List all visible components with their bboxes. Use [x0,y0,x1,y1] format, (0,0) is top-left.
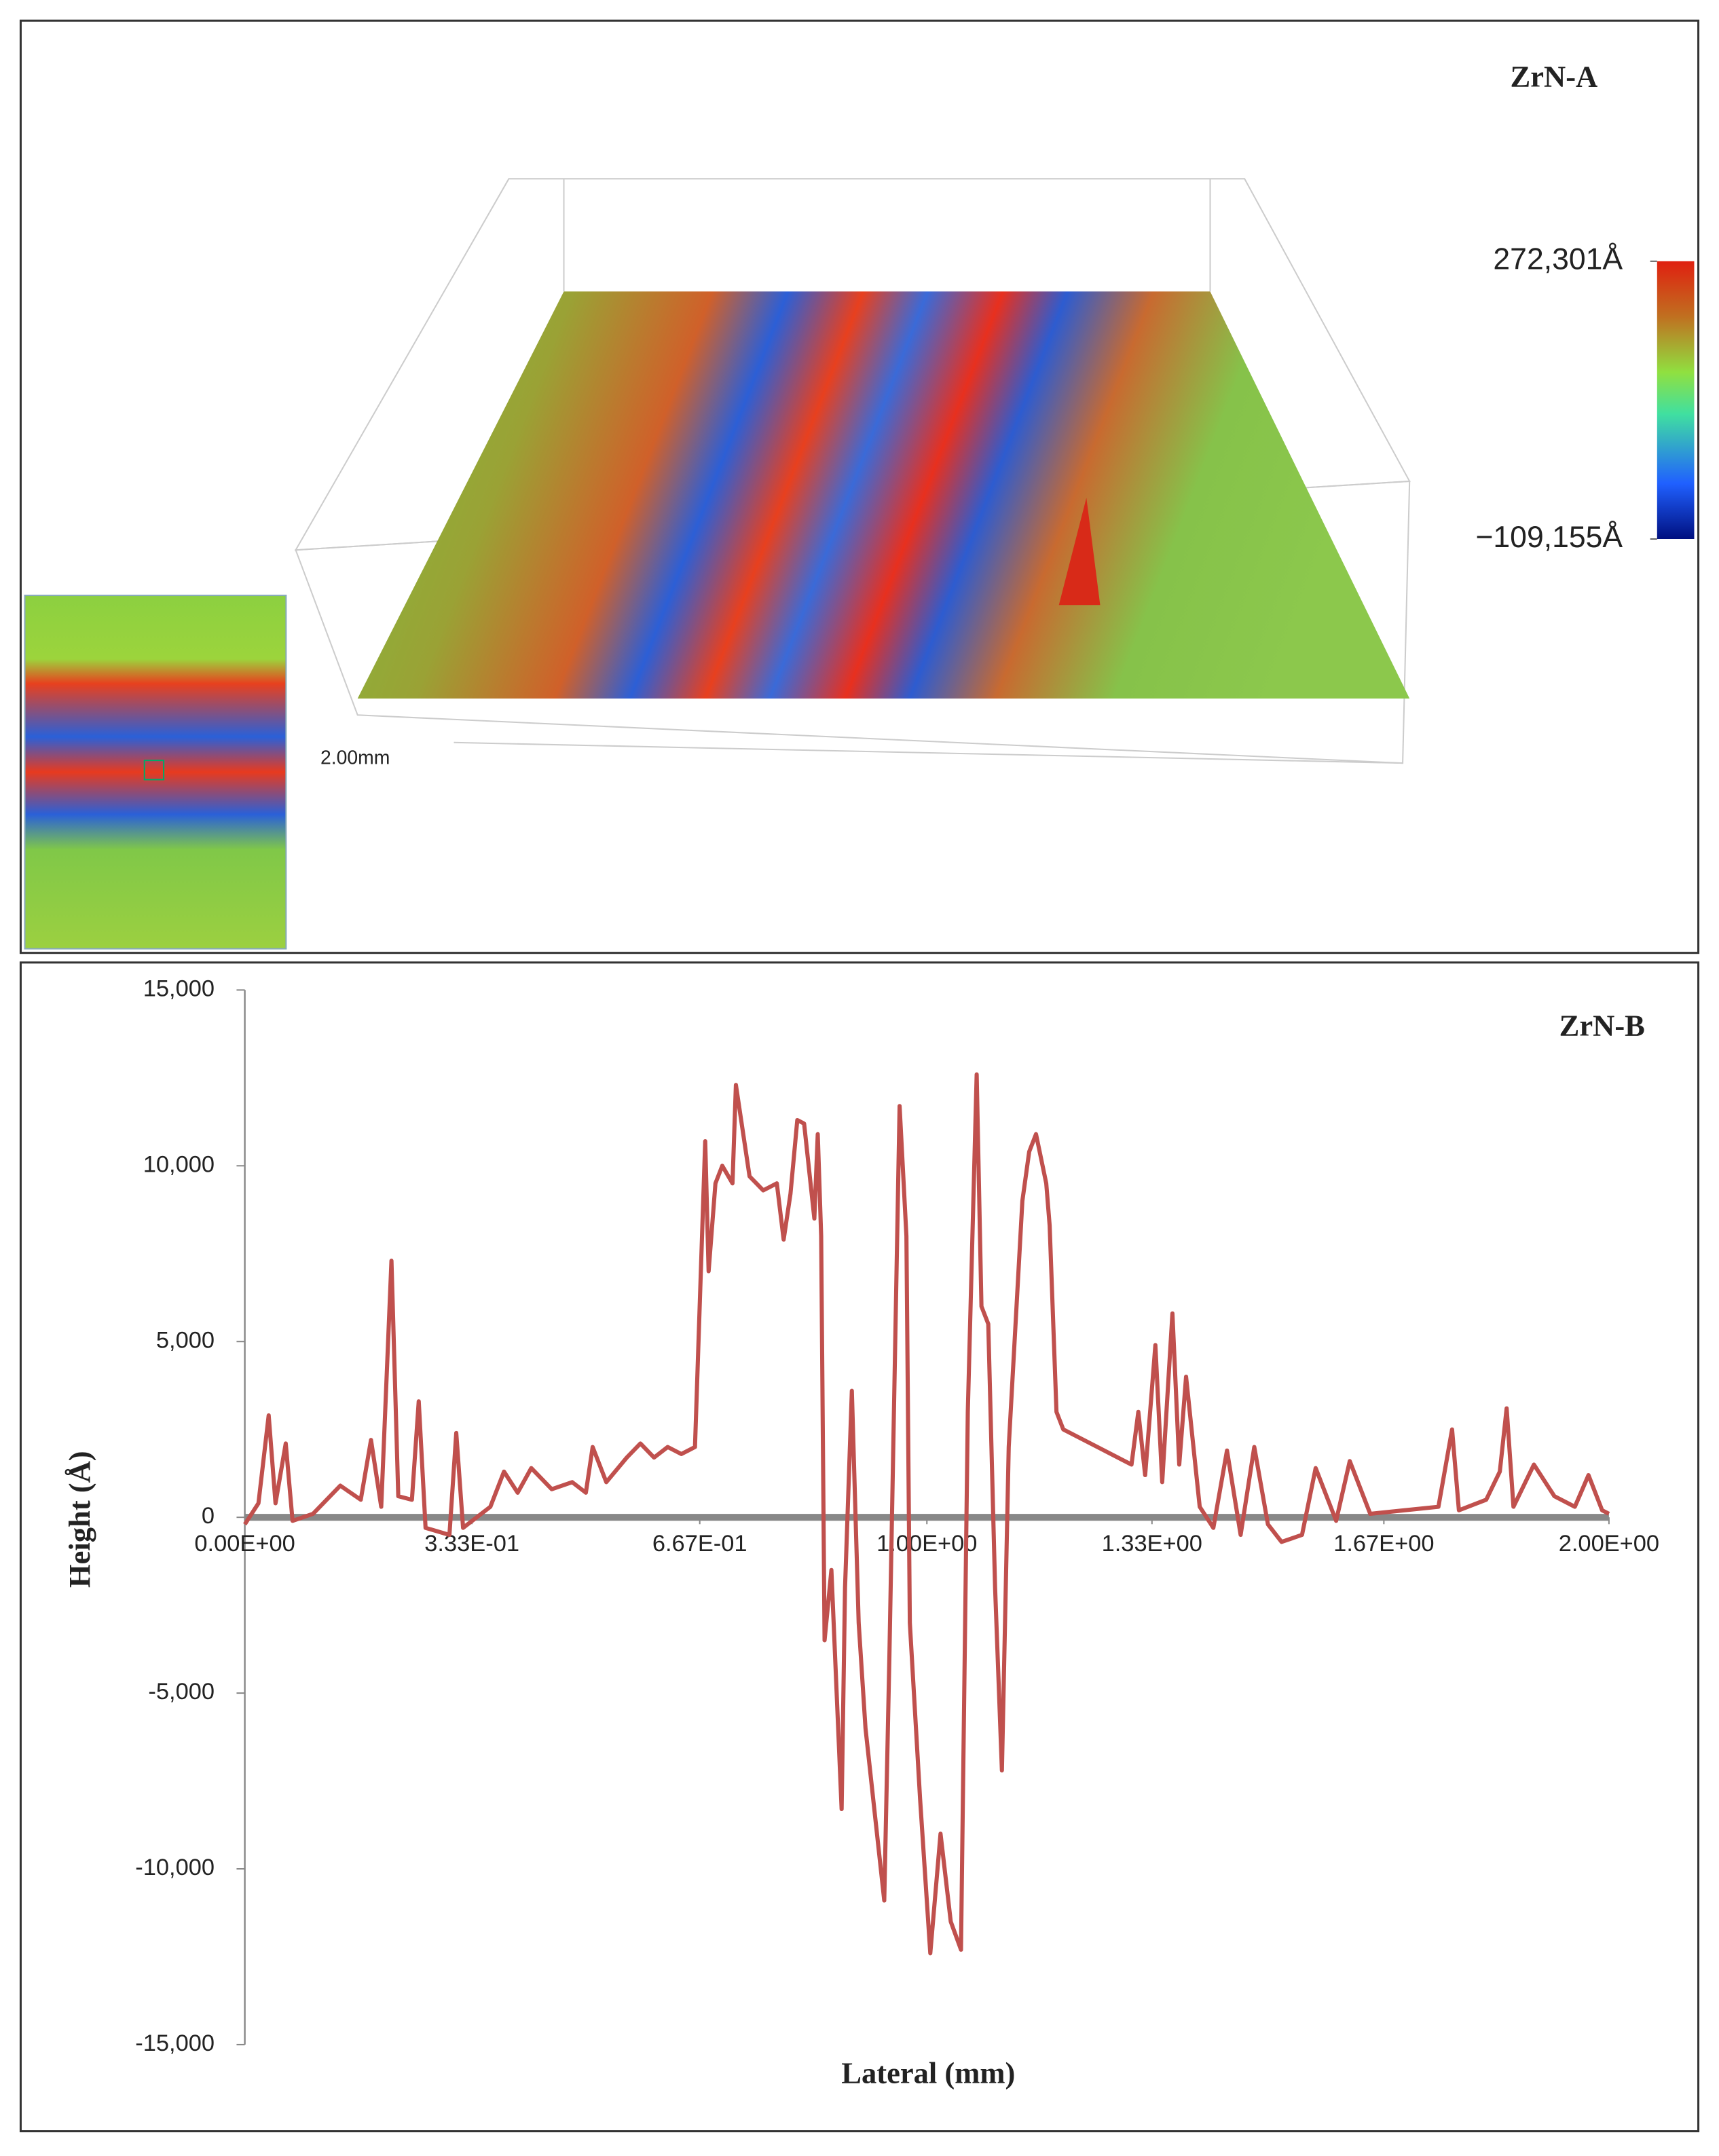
x-tick-label: 1.67E+00 [1333,1531,1434,1557]
panel-title: ZrN-B [1559,1008,1645,1042]
annotation: 2.00mm [320,747,390,769]
y-tick-label: -10,000 [135,1855,215,1880]
panel-title: ZrN-A [1511,60,1598,94]
y-tick-label: 0 [202,1503,215,1529]
y-tick-label: 5,000 [156,1327,215,1353]
y-tick-label: 15,000 [143,975,215,1001]
x-tick-label: 1.33E+00 [1102,1531,1202,1557]
colorbar-label: −109,155Å [1475,521,1623,554]
x-tick-label: 3.33E-01 [424,1531,519,1557]
colorbar [1657,261,1695,539]
x-tick-label: 0.00E+00 [194,1531,295,1557]
inset-map [24,595,287,950]
inset-marker [143,760,165,781]
data-line [243,1072,1610,1956]
surface-spike [1058,498,1101,606]
x-tick-label: 6.67E-01 [652,1531,747,1557]
y-tick-label: 10,000 [143,1151,215,1177]
y-tick-label: -5,000 [148,1679,215,1705]
y-tick-label: -15,000 [135,2030,215,2056]
colorbar-label: 272,301Å [1493,243,1623,276]
x-tick-label: 2.00E+00 [1559,1531,1659,1557]
x-axis-title: Lateral (mm) [841,2056,1015,2090]
surface-plot [357,291,1410,699]
bottom-panel-frame [19,961,1700,2133]
y-axis-title: Height (Å) [62,1451,96,1588]
